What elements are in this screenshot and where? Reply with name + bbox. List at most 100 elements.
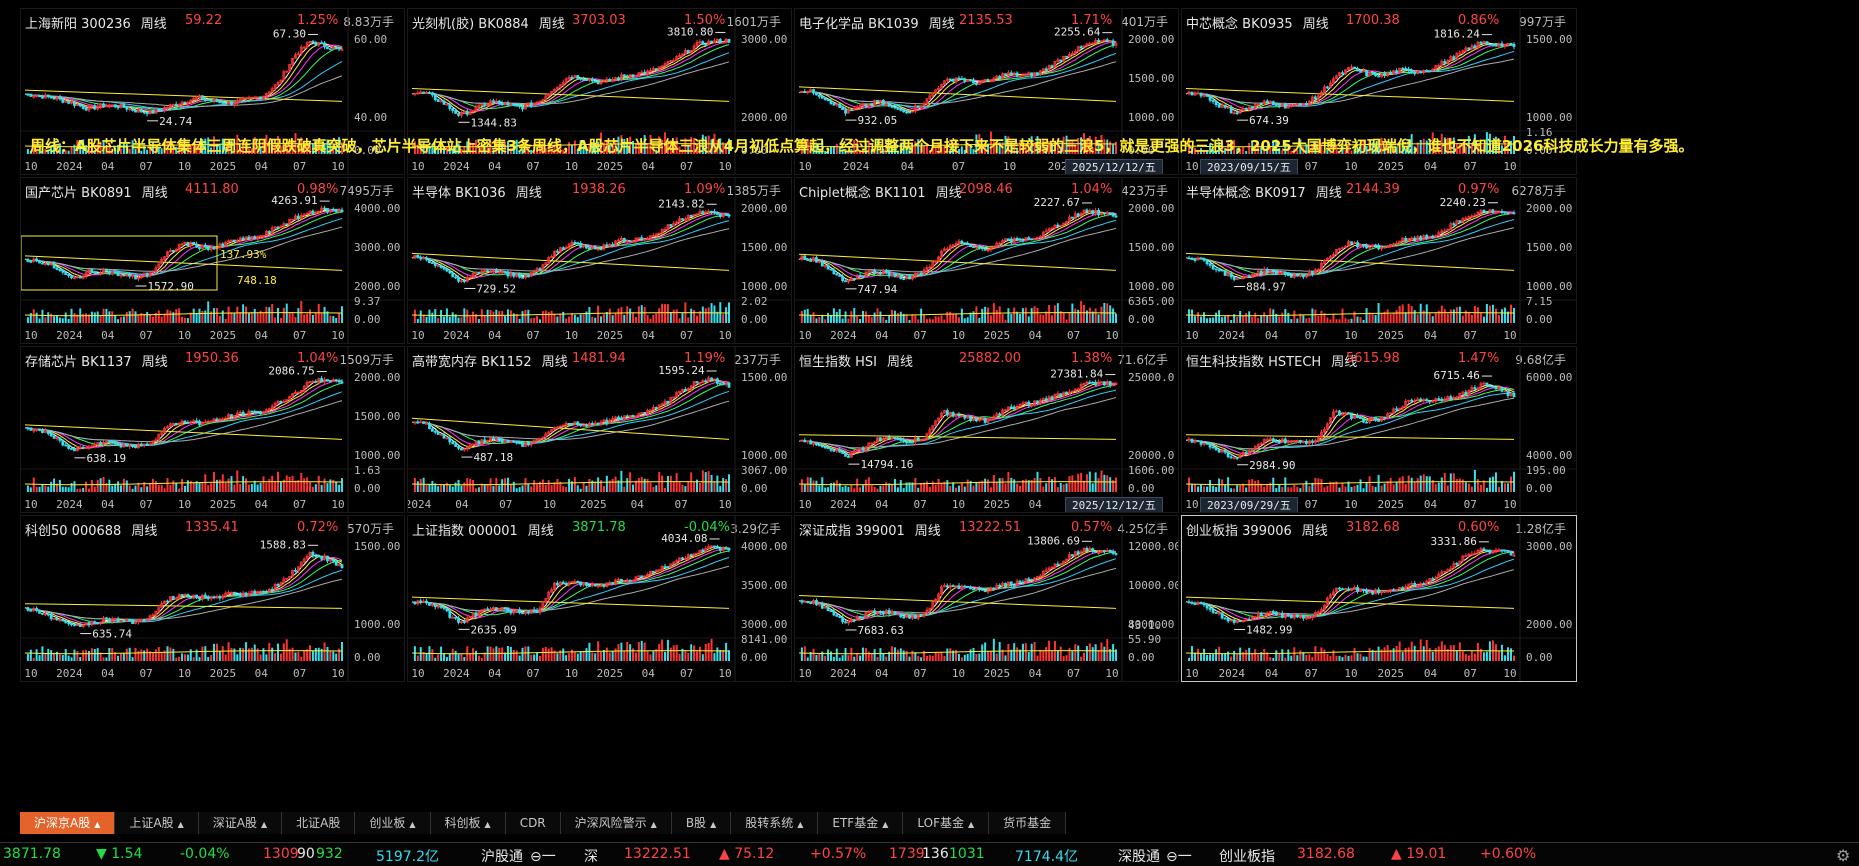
x-tick-label: 2024: [56, 160, 83, 173]
volume-bar: [451, 312, 454, 323]
candle-body: [1102, 381, 1106, 386]
volume-bar: [1236, 148, 1239, 154]
panel-header: 中芯概念 BK0935 周线 1700.38 0.86% 997万手: [1186, 13, 1572, 32]
volume-bar: [888, 483, 891, 492]
volume-bar: [181, 479, 184, 492]
volume-bar: [50, 481, 53, 492]
candle-body: [538, 607, 542, 613]
candle-body: [1205, 94, 1209, 97]
volume-bar: [1007, 136, 1010, 154]
candle-body: [683, 218, 687, 221]
volume-bar: [940, 315, 943, 323]
chart-panel[interactable]: 高带宽内存 BK1152 周线 1481.94 1.19% 237万手 1500.00 10…: [407, 346, 792, 513]
volume-bar: [853, 488, 856, 492]
volume-bar: [227, 306, 230, 323]
volume-label: 1509万手: [339, 353, 394, 367]
candle-body: [1238, 454, 1242, 459]
chart-panel[interactable]: 存储芯片 BK1137 周线 1950.36 1.04% 1509万手 2000.00 15…: [20, 346, 405, 513]
volume-bar: [594, 145, 597, 154]
chart-panel[interactable]: 科创50 000688 周线 1335.41 0.72% 570万手 1500.00 100…: [20, 515, 405, 682]
volume-bar: [693, 309, 696, 323]
volume-bar: [309, 481, 312, 492]
y-tick-label: 25000.0: [1128, 371, 1174, 384]
volume-bar: [186, 654, 189, 661]
candle-body: [102, 617, 105, 623]
volume-bar: [1506, 483, 1509, 492]
volume-bar: [719, 138, 722, 154]
volume-bar: [570, 144, 573, 154]
candle-body: [134, 621, 137, 624]
volume-bar: [1323, 487, 1326, 492]
x-tick-label: 2024: [443, 329, 470, 342]
candle-body: [727, 382, 731, 388]
volume-bar: [617, 480, 620, 492]
candle-body: [1036, 400, 1039, 403]
volume-bar: [53, 478, 56, 492]
chart-panel[interactable]: 上海新阳 300236 周线 59.22 1.25% 8.83万手 60.00 40.00 0…: [20, 8, 405, 175]
candle-body: [855, 449, 859, 452]
volume-bar: [306, 141, 309, 154]
x-tick-label: 04: [255, 160, 269, 173]
candle-body: [1259, 102, 1263, 105]
candle-body: [646, 70, 649, 75]
candle-body: [1398, 407, 1402, 410]
candle-body: [489, 608, 492, 611]
volume-bar: [835, 143, 838, 154]
candle-body: [605, 78, 609, 82]
moving-average-line: [1185, 227, 1515, 272]
volume-bar: [573, 477, 576, 492]
candle-body: [1307, 440, 1311, 444]
candle-body: [689, 215, 693, 217]
chart-panel[interactable]: 恒生科技指数 HSTECH 周线 5615.98 1.47% 9.68亿手 6000.00…: [1181, 346, 1577, 513]
volume-bar: [1203, 149, 1206, 154]
volume-bar: [477, 150, 480, 154]
chart-panel[interactable]: 半导体 BK1036 周线 1938.26 1.09% 1385万手 2000.00 150…: [407, 177, 792, 344]
candle-body: [847, 280, 850, 283]
candle-body: [157, 607, 161, 612]
candle-body: [87, 106, 91, 111]
chart-panel[interactable]: 光刻机(胶) BK0884 周线 3703.03 1.50% 1601万手 3000.00…: [407, 8, 792, 175]
chart-panel[interactable]: 半导体概念 BK0917 周线 2144.39 0.97% 6278万手 2000.00 1…: [1181, 177, 1577, 344]
candle-body: [500, 440, 504, 443]
moving-average-line: [798, 40, 1117, 112]
volume-bar: [445, 657, 448, 661]
volume-bar: [326, 311, 329, 323]
volume-average-line: [1185, 481, 1515, 486]
x-tick-label: 07: [680, 329, 693, 342]
candle-body: [139, 275, 143, 279]
panel-header: 国产芯片 BK0891 周线 4111.80 0.98% 7495万手: [25, 182, 400, 201]
candle-body: [1398, 240, 1402, 244]
candle-body: [1068, 216, 1071, 222]
volume-bar: [623, 486, 626, 492]
volume-bar: [1458, 306, 1461, 323]
candle-body: [986, 249, 990, 252]
candle-body: [524, 275, 527, 279]
candle-body: [235, 412, 239, 417]
change-percent: 1.19%: [684, 351, 726, 366]
candle-body: [247, 97, 251, 99]
chart-panel[interactable]: 国产芯片 BK0891 周线 4111.80 0.98% 7495万手 4000.00 30…: [20, 177, 405, 344]
candle-body: [145, 618, 149, 621]
candle-body: [1217, 104, 1221, 108]
chart-panel[interactable]: 电子化学品 BK1039 周线 2135.53 1.71% 401万手 2000.00 15…: [794, 8, 1179, 175]
candle-body: [1050, 396, 1054, 400]
chart-panel[interactable]: Chiplet概念 BK1101 周线 2098.46 1.04% 423万手 2000.…: [794, 177, 1179, 344]
volume-bar: [448, 484, 451, 492]
chart-panel[interactable]: 恒生指数 HSI 周线 25882.00 1.38% 71.6亿手 25000.0 2000…: [794, 346, 1179, 513]
candle-body: [460, 621, 463, 623]
volume-bar: [117, 655, 120, 661]
volume-bar: [914, 315, 917, 323]
volume-bar: [888, 146, 891, 154]
volume-bar: [35, 486, 38, 492]
volume-bar: [541, 647, 544, 661]
candle-body: [285, 70, 289, 73]
volume-bar: [64, 150, 67, 154]
chart-panel[interactable]: 中芯概念 BK0935 周线 1700.38 0.86% 997万手 1500.00 100…: [1181, 8, 1577, 175]
volume-bar: [556, 316, 559, 323]
chart-panel[interactable]: 上证指数 000001 周线 3871.78 -0.04% 3.29亿手 4000.00 3…: [407, 515, 792, 682]
security-code: BK0935: [1242, 17, 1293, 32]
volume-bar: [960, 146, 963, 154]
volume-bar: [512, 145, 515, 154]
candle-body: [1018, 75, 1022, 78]
